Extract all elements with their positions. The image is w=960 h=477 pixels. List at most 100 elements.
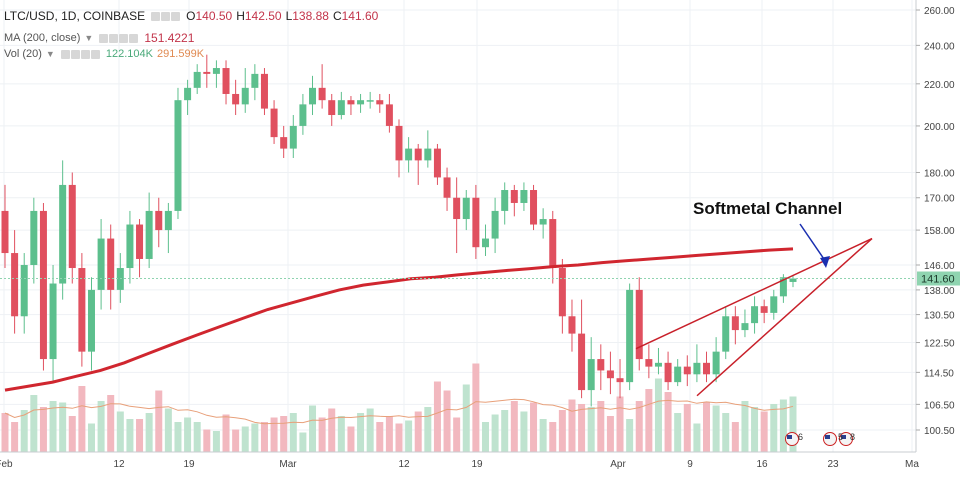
event-badges: 6 5 8 bbox=[785, 432, 855, 446]
candle-body bbox=[712, 351, 720, 375]
candle-body bbox=[703, 362, 711, 375]
volume-bar bbox=[39, 407, 47, 452]
volume-bar bbox=[309, 405, 317, 452]
channel-lower-line bbox=[696, 237, 873, 397]
last-price-tag-bg bbox=[917, 271, 960, 286]
candle-body bbox=[616, 378, 624, 383]
y-tick-label: 220.00 bbox=[924, 80, 955, 91]
candle-body bbox=[39, 210, 47, 360]
candle-body bbox=[289, 125, 297, 149]
volume-bar bbox=[222, 414, 230, 452]
candle-body bbox=[11, 253, 19, 317]
volume-bar bbox=[616, 396, 624, 452]
candle-body bbox=[366, 100, 374, 102]
volume-bar bbox=[779, 399, 787, 452]
volume-bar bbox=[241, 426, 249, 452]
y-tick-label: 240.00 bbox=[924, 41, 955, 52]
candle-body bbox=[203, 71, 211, 74]
candle-body bbox=[1, 210, 9, 254]
candle-body bbox=[491, 210, 499, 239]
chevron-down-icon[interactable]: ▼ bbox=[45, 49, 55, 59]
candle-body bbox=[405, 148, 413, 161]
us-flag-canton bbox=[787, 435, 792, 439]
candle-body bbox=[395, 125, 403, 161]
y-tick-label: 200.00 bbox=[924, 122, 955, 133]
candle-body bbox=[30, 210, 38, 265]
candle-body bbox=[241, 87, 249, 105]
candle-body bbox=[587, 359, 595, 391]
candle-body bbox=[414, 148, 422, 161]
volume-bar bbox=[116, 411, 124, 452]
candle-body bbox=[741, 323, 749, 331]
volume-bar bbox=[626, 419, 634, 452]
candle-body bbox=[126, 224, 134, 269]
ma-controls[interactable] bbox=[99, 33, 139, 43]
y-tick-label: 138.00 bbox=[924, 286, 955, 297]
candles bbox=[1, 54, 797, 407]
ohlc-value: 142.50 bbox=[244, 9, 282, 23]
chevron-down-icon[interactable]: ▼ bbox=[84, 33, 94, 43]
volume-bar bbox=[68, 416, 76, 452]
candle-body bbox=[664, 362, 672, 383]
symbol-legend: LTC/USD, 1D, COINBASE O140.50 H142.50 L138… bbox=[4, 9, 382, 23]
x-tick-label: 16 bbox=[756, 459, 768, 470]
y-tick-label: 130.50 bbox=[924, 311, 955, 322]
candle-body bbox=[779, 277, 787, 297]
volume-bar bbox=[49, 401, 57, 452]
volume-bar bbox=[424, 407, 432, 452]
volume-bar bbox=[385, 416, 393, 452]
candle-body bbox=[789, 278, 797, 282]
candle-body bbox=[558, 268, 566, 317]
candle-body bbox=[549, 219, 557, 269]
volume-bar bbox=[366, 408, 374, 452]
volume-bar bbox=[712, 405, 720, 452]
volume-bar bbox=[347, 426, 355, 452]
symbol-label[interactable]: LTC/USD, 1D, COINBASE bbox=[4, 9, 146, 23]
volume-bar bbox=[578, 404, 586, 452]
candle-body bbox=[193, 71, 201, 88]
volume-label[interactable]: Vol (20) bbox=[4, 48, 42, 60]
candle-body bbox=[318, 87, 326, 101]
candle-body bbox=[49, 283, 57, 360]
volume-bar bbox=[97, 401, 105, 452]
symbol-controls[interactable] bbox=[151, 11, 181, 21]
volume-bar bbox=[770, 404, 778, 452]
volume-bar bbox=[751, 407, 759, 452]
candle-body bbox=[155, 210, 163, 231]
price-axis: 260.00 240.00 220.00 200.00 180.00 170.00 158.… bbox=[916, 6, 955, 437]
volume-bar bbox=[87, 423, 95, 452]
ma-label[interactable]: MA (200, close) bbox=[4, 32, 81, 44]
volume-bar bbox=[212, 431, 220, 452]
volume-bar bbox=[674, 413, 682, 452]
candle-body bbox=[357, 100, 365, 105]
volume-bar bbox=[539, 419, 547, 452]
volume-bar bbox=[501, 410, 509, 452]
candle-body bbox=[626, 289, 634, 383]
volume-bar bbox=[654, 378, 662, 452]
volume-legend: Vol (20) ▼ 122.104K 291.599K bbox=[4, 48, 204, 60]
candle-body bbox=[78, 268, 86, 352]
volume-controls[interactable] bbox=[60, 49, 100, 59]
candle-body bbox=[68, 184, 76, 269]
candle-body bbox=[232, 93, 240, 105]
ohlc-key: O bbox=[186, 9, 196, 23]
y-tick-label: 106.50 bbox=[924, 400, 955, 411]
candle-body bbox=[520, 190, 528, 203]
candle-body bbox=[107, 238, 115, 290]
volume-bar bbox=[232, 429, 240, 452]
ohlc-value: 141.60 bbox=[341, 9, 379, 23]
candle-body bbox=[145, 210, 153, 259]
volume-bar bbox=[530, 402, 538, 452]
candle-body bbox=[722, 316, 730, 352]
volume-bar bbox=[635, 401, 643, 452]
candle-body bbox=[376, 100, 384, 105]
volume-bar bbox=[558, 410, 566, 452]
candle-body bbox=[212, 68, 220, 74]
volume-bar bbox=[587, 407, 595, 452]
ohlc-key: H bbox=[236, 9, 245, 23]
ohlc-values: O140.50 H142.50 L138.88 C141.60 bbox=[186, 9, 382, 23]
candle-body bbox=[654, 362, 662, 367]
candle-body bbox=[635, 289, 643, 360]
y-tick-label: 100.50 bbox=[924, 426, 955, 437]
